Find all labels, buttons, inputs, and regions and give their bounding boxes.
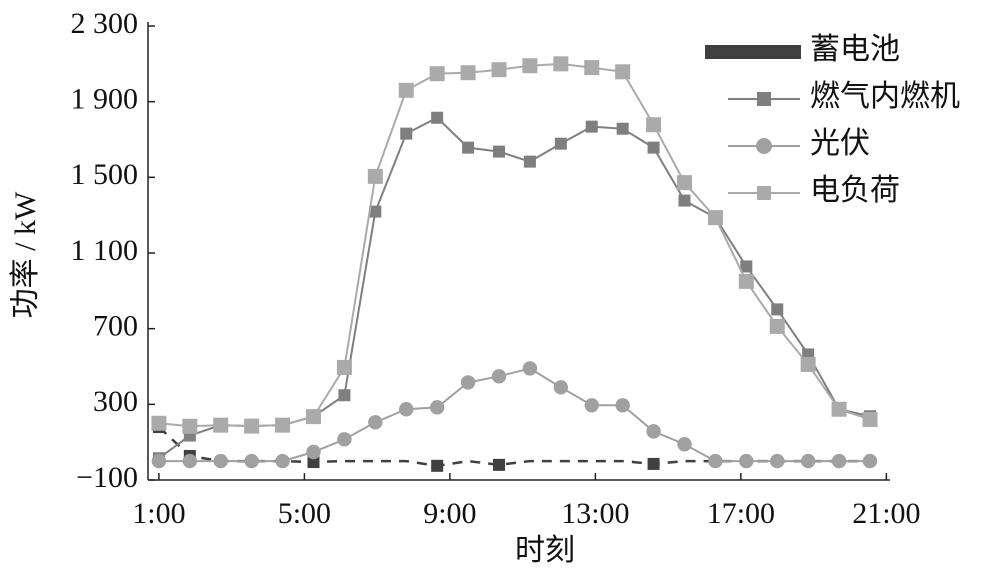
point (213, 453, 228, 469)
legend-label: 光伏 (810, 127, 870, 160)
point (306, 444, 321, 460)
point (400, 127, 413, 140)
point (337, 432, 352, 447)
point (244, 418, 260, 434)
series-line (158, 367, 870, 463)
point (646, 117, 662, 133)
point (646, 424, 661, 439)
y-tick-label: 1 500 (71, 158, 139, 191)
point (491, 62, 507, 78)
point (553, 56, 569, 72)
legend-marker (756, 138, 772, 154)
legend-marker (757, 92, 771, 106)
point (244, 453, 259, 469)
point (707, 210, 723, 226)
point (739, 453, 754, 469)
point (862, 453, 878, 469)
point (275, 417, 291, 433)
point (647, 141, 660, 154)
point (647, 457, 660, 470)
x-tick-label: 13:00 (561, 497, 629, 530)
point (676, 175, 692, 191)
point (429, 66, 445, 82)
point (369, 205, 382, 218)
point (368, 415, 383, 430)
point (151, 453, 167, 469)
point (336, 359, 352, 375)
x-tick-label: 21:00 (852, 497, 920, 530)
point (492, 458, 505, 471)
point (431, 459, 444, 472)
x-tick-label: 1:00 (132, 497, 185, 530)
point (491, 369, 507, 384)
y-tick-label: 300 (93, 385, 138, 418)
point (584, 60, 600, 76)
point (462, 141, 475, 154)
legend-marker (757, 186, 771, 200)
y-tick-label: 1 100 (71, 234, 139, 267)
point (553, 380, 569, 395)
point (429, 400, 445, 415)
point (460, 375, 476, 390)
point (831, 401, 847, 417)
point (182, 453, 198, 469)
x-tick-label: 9:00 (423, 497, 476, 530)
point (182, 418, 198, 434)
point (584, 398, 599, 413)
x-tick-label: 17:00 (707, 497, 775, 530)
y-tick-label: 700 (93, 310, 138, 343)
point (151, 415, 167, 431)
point (585, 120, 598, 133)
point (431, 111, 444, 124)
point (367, 168, 383, 184)
point (831, 453, 847, 469)
point (862, 411, 878, 427)
point (615, 398, 630, 413)
y-tick-label: 1 900 (71, 83, 139, 116)
point (213, 417, 229, 433)
y-tick-label: −100 (76, 461, 138, 494)
x-tick-label: 5:00 (278, 497, 331, 530)
point (800, 356, 816, 372)
legend-label: 燃气内燃机 (810, 80, 960, 113)
point (399, 402, 414, 417)
point (522, 58, 538, 74)
point (678, 194, 691, 207)
point (616, 122, 629, 135)
point (305, 409, 321, 425)
point (770, 453, 785, 469)
point (677, 437, 692, 452)
point (522, 361, 538, 376)
point (307, 456, 320, 469)
point (338, 389, 351, 402)
point (492, 145, 505, 158)
point (554, 137, 567, 150)
point (738, 273, 754, 289)
series-line (158, 426, 870, 468)
point (398, 82, 414, 98)
point (275, 453, 290, 469)
point (615, 64, 631, 80)
legend-label: 蓄电池 (810, 33, 900, 66)
y-tick-label: 2 300 (71, 7, 139, 40)
point (769, 318, 785, 334)
x-axis-label: 时刻 (515, 534, 575, 567)
point (740, 260, 753, 273)
legend-swatch (705, 45, 801, 59)
point (460, 65, 476, 81)
point (523, 155, 536, 168)
y-axis-label: 功率 / kW (9, 191, 42, 318)
point (800, 453, 816, 469)
legend-label: 电负荷 (810, 174, 900, 207)
series-line (158, 116, 871, 460)
point (708, 453, 723, 469)
point (771, 303, 784, 316)
